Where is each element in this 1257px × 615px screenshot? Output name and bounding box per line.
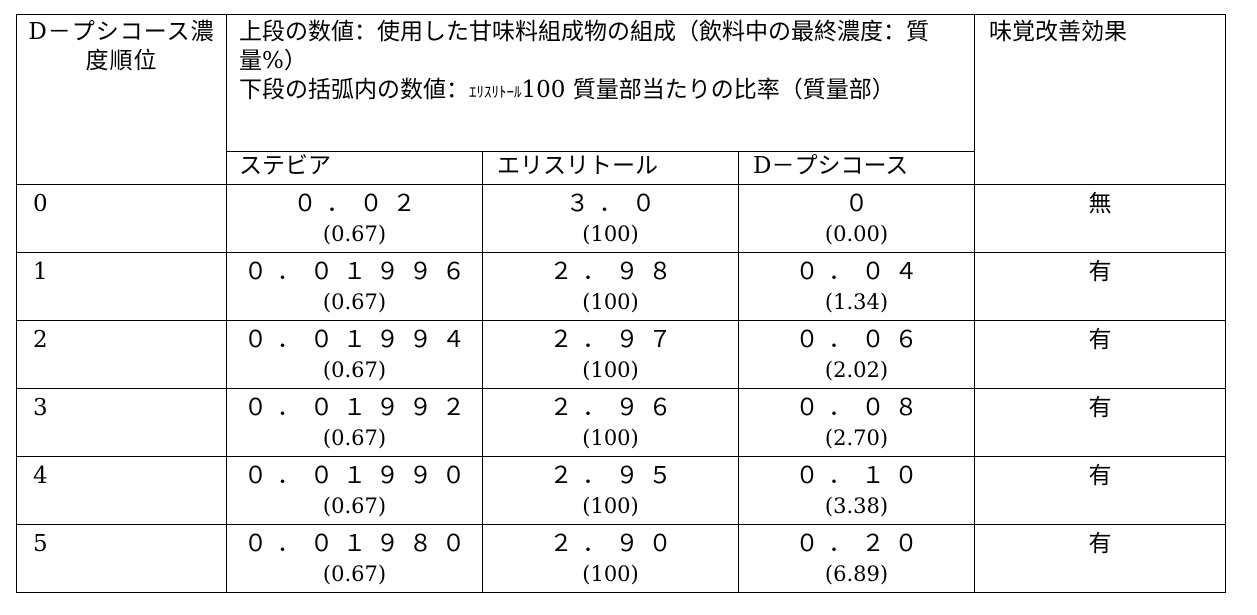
psicose-ratio: (2.02)	[824, 358, 889, 382]
effect-cell: 有	[974, 320, 1226, 389]
erythritol-ratio: (100)	[582, 358, 639, 382]
composition-header-line2-pre: 下段の括弧内の数値：	[239, 77, 469, 103]
stevia-cell: ０．０２ (0.67)	[226, 184, 483, 253]
rank-column-header: D－プシコース濃度順位	[16, 14, 227, 185]
rank-cell: 0	[16, 184, 227, 253]
erythritol-cell: ３．０ (100)	[482, 184, 739, 253]
stevia-ratio: (0.67)	[322, 494, 387, 518]
table-row: 5 ０．０１９８０ (0.67) ２．９０ (100) ０．２０ (6.89) 有	[16, 524, 1226, 593]
erythritol-value: ２．９５	[549, 463, 682, 489]
psicose-cell: ０．０８ (2.70)	[738, 388, 975, 457]
psicose-ratio: (3.38)	[824, 494, 889, 518]
effect-cell: 有	[974, 388, 1226, 457]
erythritol-ratio: (100)	[582, 290, 639, 314]
stevia-value: ０．０２	[293, 191, 426, 217]
psicose-ratio: (0.00)	[824, 222, 889, 246]
rank-cell: 2	[16, 320, 227, 389]
psicose-value: ０．０６	[795, 327, 928, 353]
composition-header-line2-post: 100 質量部当たりの比率（質量部）	[521, 77, 895, 103]
stevia-cell: ０．０１９９２ (0.67)	[226, 388, 483, 457]
stevia-value: ０．０１９９４	[244, 327, 475, 353]
psicose-cell: ０．２０ (6.89)	[738, 524, 975, 593]
table-row: 3 ０．０１９９２ (0.67) ２．９６ (100) ０．０８ (2.70) 有	[16, 388, 1226, 457]
stevia-value: ０．０１９９０	[244, 463, 475, 489]
rank-cell: 3	[16, 388, 227, 457]
stevia-ratio: (0.67)	[322, 562, 387, 586]
psicose-ratio: (6.89)	[824, 562, 889, 586]
table-row: 4 ０．０１９９０ (0.67) ２．９５ (100) ０．１０ (3.38) 有	[16, 456, 1226, 525]
rank-cell: 1	[16, 252, 227, 321]
effect-cell: 有	[974, 456, 1226, 525]
erythritol-ratio: (100)	[582, 426, 639, 450]
erythritol-cell: ２．９５ (100)	[482, 456, 739, 525]
psicose-value: ０．１０	[795, 463, 928, 489]
psicose-value: ０．０４	[795, 259, 928, 285]
stevia-value: ０．０１９９６	[244, 259, 475, 285]
erythritol-ratio: (100)	[582, 494, 639, 518]
stevia-value: ０．０１９８０	[244, 531, 475, 557]
composition-header-line1: 上段の数値：使用した甘味料組成物の組成（飲料中の最終濃度：質量%）	[239, 19, 929, 74]
erythritol-ratio: (100)	[582, 562, 639, 586]
erythritol-value: ２．９６	[549, 395, 682, 421]
rank-cell: 4	[16, 456, 227, 525]
erythritol-cell: ２．９８ (100)	[482, 252, 739, 321]
erythritol-column-header: エリスリトール	[482, 151, 739, 185]
subheader-row: ステビア エリスリトール D－プシコース	[17, 151, 1226, 185]
table-row: 1 ０．０１９９６ (0.67) ２．９８ (100) ０．０４ (1.34) 有	[16, 252, 1226, 321]
erythritol-cell: ２．９０ (100)	[482, 524, 739, 593]
erythritol-cell: ２．９６ (100)	[482, 388, 739, 457]
erythritol-value: ２．９８	[549, 259, 682, 285]
stevia-ratio: (0.67)	[322, 290, 387, 314]
psicose-ratio: (2.70)	[824, 426, 889, 450]
erythritol-cell: ２．９７ (100)	[482, 320, 739, 389]
table-row: 0 ０．０２ (0.67) ３．０ (100) ０ (0.00) 無	[16, 184, 1226, 253]
psicose-value: ０．０８	[795, 395, 928, 421]
effect-cell: 有	[974, 252, 1226, 321]
rank-cell: 5	[16, 524, 227, 593]
stevia-cell: ０．０１９９０ (0.67)	[226, 456, 483, 525]
psicose-cell: ０．０４ (1.34)	[738, 252, 975, 321]
table-row: 2 ０．０１９９４ (0.67) ２．９７ (100) ０．０６ (2.02) 有	[16, 320, 1226, 389]
psicose-ratio: (1.34)	[824, 290, 889, 314]
erythritol-value: ２．９７	[549, 327, 682, 353]
header-row: D－プシコース濃度順位 上段の数値：使用した甘味料組成物の組成（飲料中の最終濃度…	[16, 14, 1226, 185]
stevia-cell: ０．０１９９６ (0.67)	[226, 252, 483, 321]
effect-cell: 有	[974, 524, 1226, 593]
psicose-value: ０．２０	[795, 531, 928, 557]
erythritol-ratio: (100)	[582, 222, 639, 246]
psicose-cell: ０．１０ (3.38)	[738, 456, 975, 525]
sweetener-composition-table: D－プシコース濃度順位 上段の数値：使用した甘味料組成物の組成（飲料中の最終濃度…	[16, 14, 1226, 593]
stevia-ratio: (0.67)	[322, 358, 387, 382]
stevia-ratio: (0.67)	[322, 426, 387, 450]
psicose-value: ０	[845, 191, 878, 217]
stevia-cell: ０．０１９８０ (0.67)	[226, 524, 483, 593]
composition-column-header: 上段の数値：使用した甘味料組成物の組成（飲料中の最終濃度：質量%） 下段の括弧内…	[226, 14, 975, 152]
psicose-cell: ０．０６ (2.02)	[738, 320, 975, 389]
psicose-cell: ０ (0.00)	[738, 184, 975, 253]
erythritol-value: ３．０	[566, 191, 665, 217]
stevia-value: ０．０１９９２	[244, 395, 475, 421]
psicose-column-header: D－プシコース	[738, 151, 975, 185]
erythritol-value: ２．９０	[549, 531, 682, 557]
stevia-column-header: ステビア	[226, 151, 483, 185]
effect-column-header: 味覚改善効果	[974, 14, 1226, 185]
effect-cell: 無	[974, 184, 1226, 253]
stevia-ratio: (0.67)	[322, 222, 387, 246]
stevia-cell: ０．０１９９４ (0.67)	[226, 320, 483, 389]
composition-header-line2-small: ｴﾘｽﾘﾄｰﾙ	[469, 83, 522, 101]
